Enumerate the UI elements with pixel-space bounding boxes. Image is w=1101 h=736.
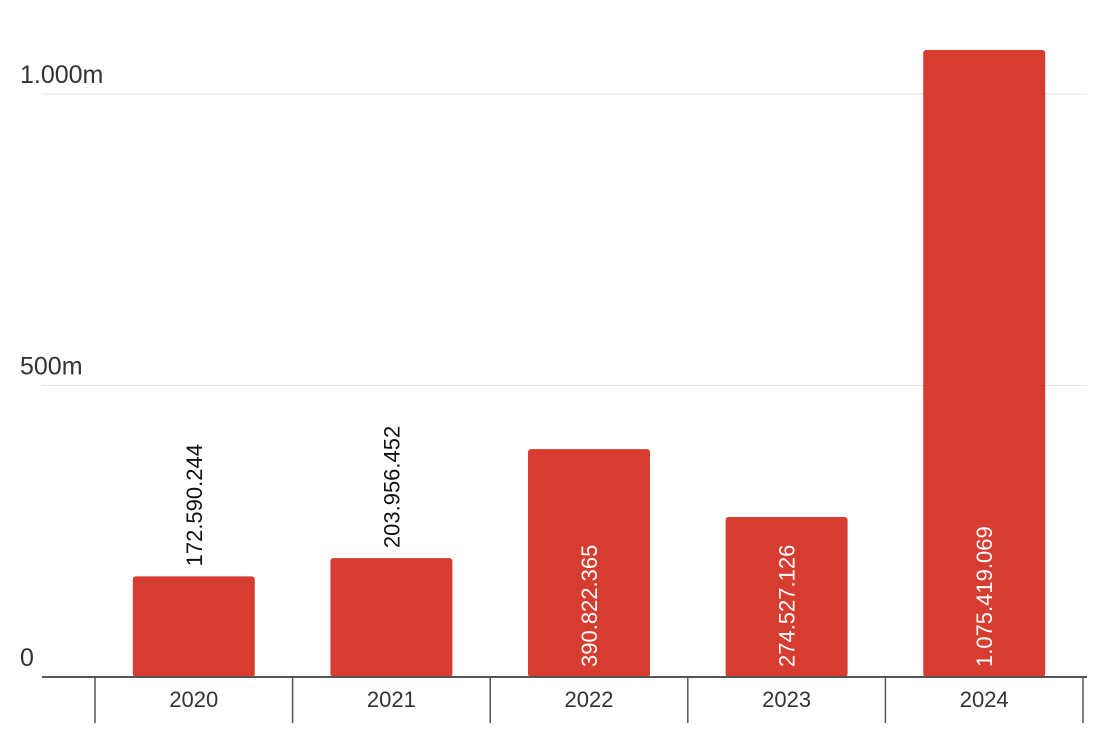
- x-axis: [42, 676, 1087, 723]
- gridlines: [42, 93, 1087, 386]
- x-tick-label: 2023: [762, 687, 811, 712]
- bars: [132, 50, 1046, 677]
- bar: [132, 576, 255, 677]
- bar-value-label: 274.527.126: [775, 545, 800, 667]
- y-tick-label: 500m: [20, 353, 83, 381]
- x-tick-label: 2022: [565, 687, 614, 712]
- y-tick-label: 1.000m: [20, 61, 103, 89]
- bar: [528, 449, 650, 677]
- bar-value-label: 203.956.452: [379, 426, 404, 548]
- bar-value-label: 1.075.419.069: [972, 526, 997, 667]
- labels: 0 500m 1.000m 172.590.244 2020 203.956.452 202…: [20, 61, 1009, 712]
- x-tick-label: 2021: [367, 687, 416, 712]
- bar: [330, 558, 453, 677]
- x-tick-label: 2020: [169, 687, 218, 712]
- bar: [923, 50, 1046, 677]
- bar: [725, 516, 848, 677]
- bar-value-label: 390.822.365: [577, 545, 602, 667]
- x-tick-label: 2024: [960, 687, 1009, 712]
- bar-value-label: 172.590.244: [182, 444, 207, 566]
- y-tick-label: 0: [20, 644, 34, 672]
